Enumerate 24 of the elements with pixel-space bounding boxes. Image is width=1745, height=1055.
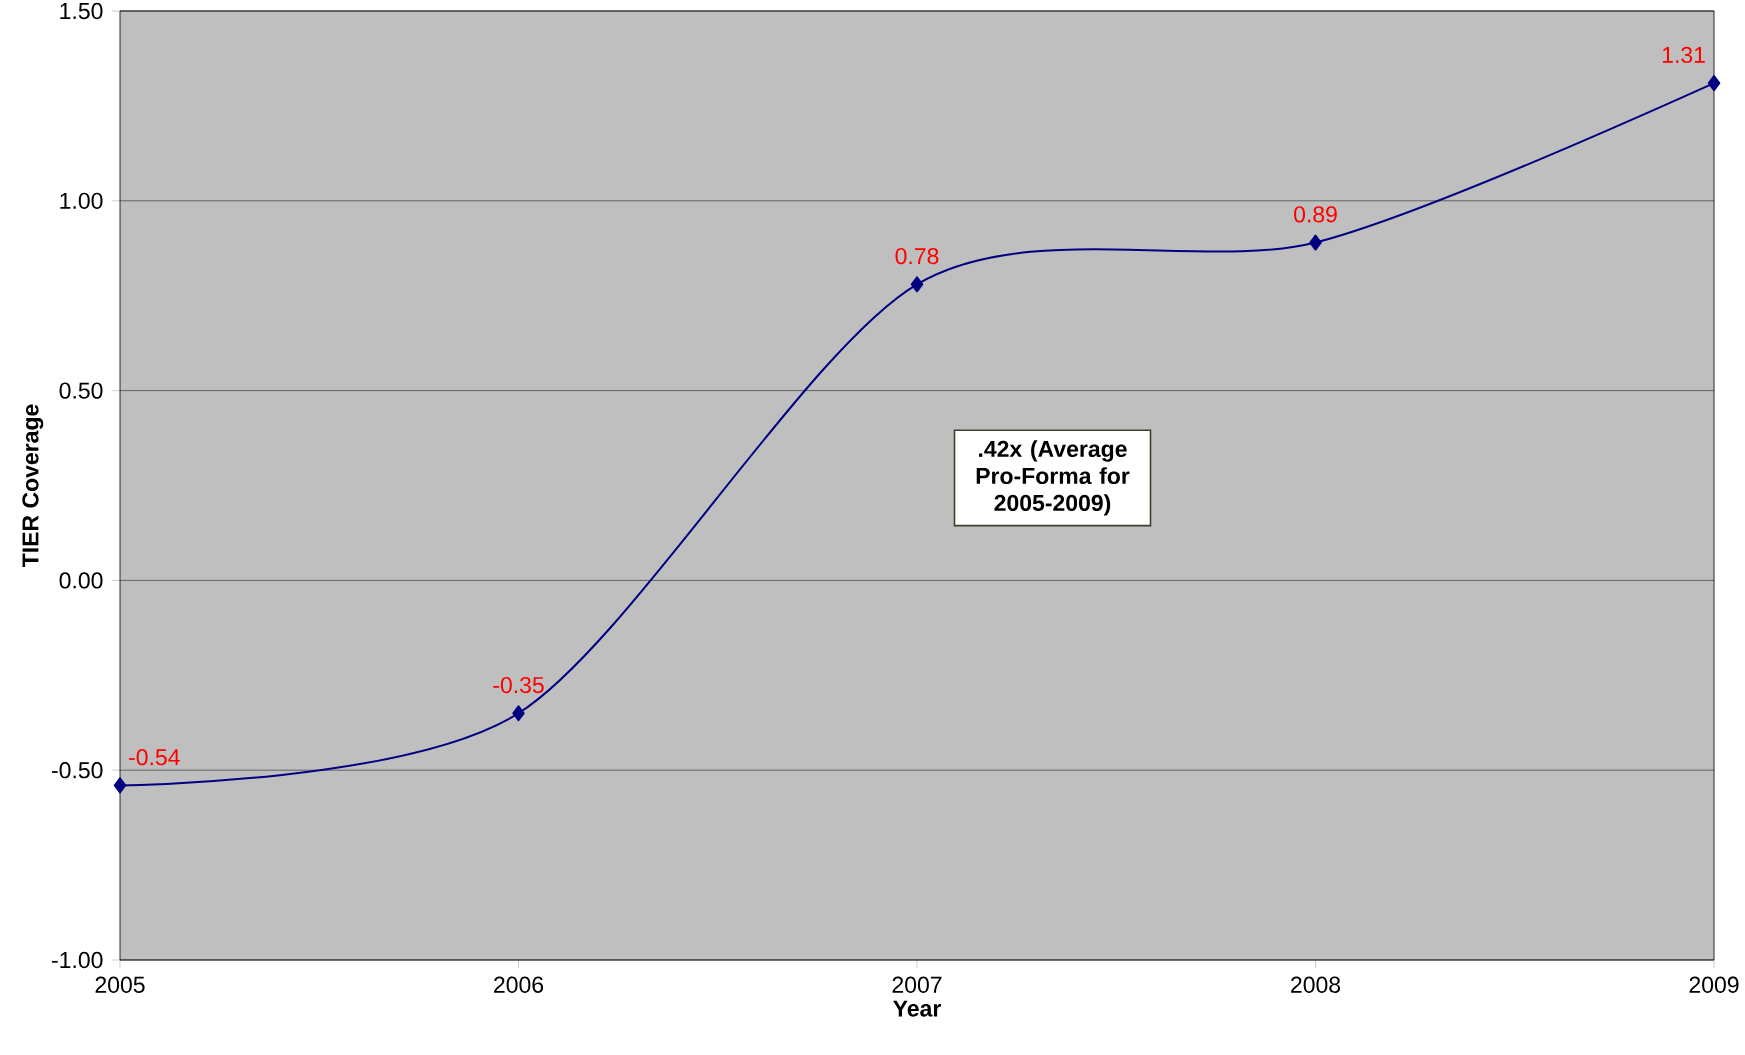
point	[113, 777, 127, 794]
x-tick-label: 2009	[1689, 976, 1739, 993]
y-tick-label: -0.50	[52, 762, 103, 779]
y-tick-label: 1.00	[60, 192, 103, 209]
y-tick-label: 0.50	[59, 382, 103, 399]
y-tick-label: 1.50	[60, 2, 103, 20]
data-label: 1.31	[1662, 46, 1705, 64]
y-axis-title: TIER Coverage	[22, 404, 44, 568]
point	[1707, 75, 1721, 92]
x-tick-label: 2006	[494, 976, 544, 993]
data-label: -0.35	[493, 676, 544, 694]
data-label: 0.89	[1294, 206, 1337, 223]
y-tick-label: 0.00	[59, 572, 103, 589]
annotation: .42x (Average Pro-Forma for 2005-2009)	[976, 440, 1130, 516]
x-tick-label: 2008	[1291, 976, 1341, 993]
point	[910, 276, 924, 293]
x-tick-label: 2007	[892, 976, 942, 993]
x-axis-title: Year	[893, 1000, 941, 1017]
point	[512, 705, 525, 722]
y-tick-label: -1.00	[52, 951, 103, 969]
data-label: -0.54	[129, 749, 180, 766]
x-tick-label: 2005	[95, 976, 145, 993]
data-label: 0.78	[895, 247, 939, 265]
point	[1309, 234, 1322, 251]
